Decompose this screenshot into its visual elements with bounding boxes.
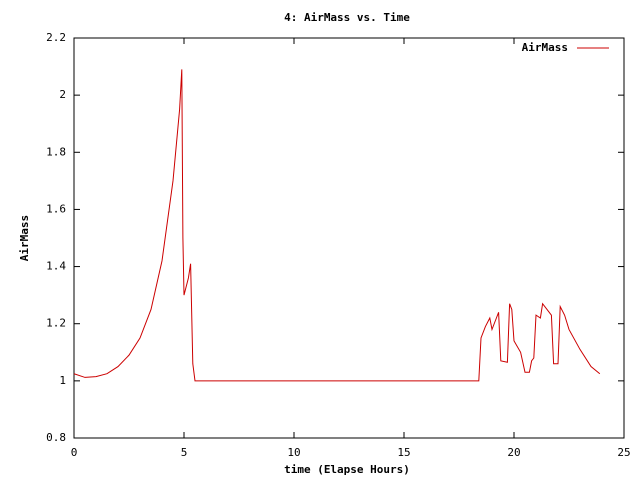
data-line	[73, 69, 601, 382]
y-tick-label: 2.2	[46, 31, 66, 44]
y-tick-label: 2	[59, 88, 66, 101]
legend-label: AirMass	[522, 41, 568, 54]
y-tick-label: 0.8	[46, 431, 66, 444]
y-tick-label: 1.8	[46, 145, 66, 158]
x-axis-label: time (Elapse Hours)	[284, 463, 410, 476]
y-tick-label: 1.4	[46, 260, 66, 273]
x-tick-label: 25	[617, 446, 630, 459]
x-tick-label: 15	[397, 446, 410, 459]
x-tick-label: 0	[71, 446, 78, 459]
plot-border	[73, 37, 625, 439]
x-tick-label: 20	[507, 446, 520, 459]
x-tick-label: 10	[287, 446, 300, 459]
y-tick-label: 1.2	[46, 317, 66, 330]
y-axis-label: AirMass	[18, 215, 31, 261]
chart-title: 4: AirMass vs. Time	[284, 11, 410, 24]
x-tick-label: 5	[181, 446, 188, 459]
y-tick-label: 1	[59, 374, 66, 387]
y-tick-label: 1.6	[46, 202, 66, 215]
